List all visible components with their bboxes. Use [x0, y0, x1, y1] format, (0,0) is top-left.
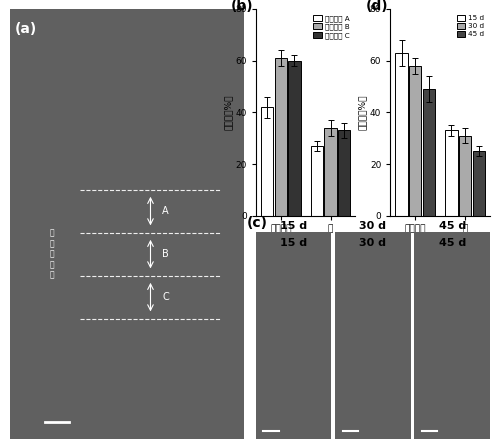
Text: A: A [162, 206, 169, 216]
Text: (c): (c) [247, 216, 268, 230]
Bar [310, 146, 323, 216]
Bar [288, 60, 300, 216]
Bar [409, 66, 422, 216]
Title: 45 d: 45 d [438, 221, 466, 232]
Text: (d): (d) [366, 0, 388, 13]
Title: 15 d: 15 d [280, 221, 307, 232]
Text: (b): (b) [231, 0, 254, 13]
Bar [459, 136, 471, 216]
Legend: 注射部位 A, 注射部位 B, 注射部位 C: 注射部位 A, 注射部位 B, 注射部位 C [311, 13, 352, 41]
Bar [472, 151, 485, 216]
Text: 30 d: 30 d [360, 238, 386, 249]
Text: 45 d: 45 d [438, 238, 466, 249]
Y-axis label: 再生率（%）: 再生率（%） [224, 95, 232, 130]
Y-axis label: 再生率（%）: 再生率（%） [358, 95, 367, 130]
Title: 30 d: 30 d [360, 221, 386, 232]
Bar [338, 130, 350, 216]
Legend: 15 d, 30 d, 45 d: 15 d, 30 d, 45 d [454, 13, 486, 39]
Text: (a): (a) [14, 22, 37, 36]
Text: B: B [162, 249, 169, 259]
Bar [396, 53, 407, 216]
Text: 过
胚
轴
区
域: 过 胚 轴 区 域 [50, 229, 54, 280]
Bar [445, 130, 458, 216]
Bar [324, 128, 336, 216]
Text: 15 d: 15 d [280, 238, 307, 249]
Bar [423, 89, 435, 216]
Bar [274, 58, 287, 216]
Bar [261, 107, 273, 216]
Text: C: C [162, 292, 169, 302]
